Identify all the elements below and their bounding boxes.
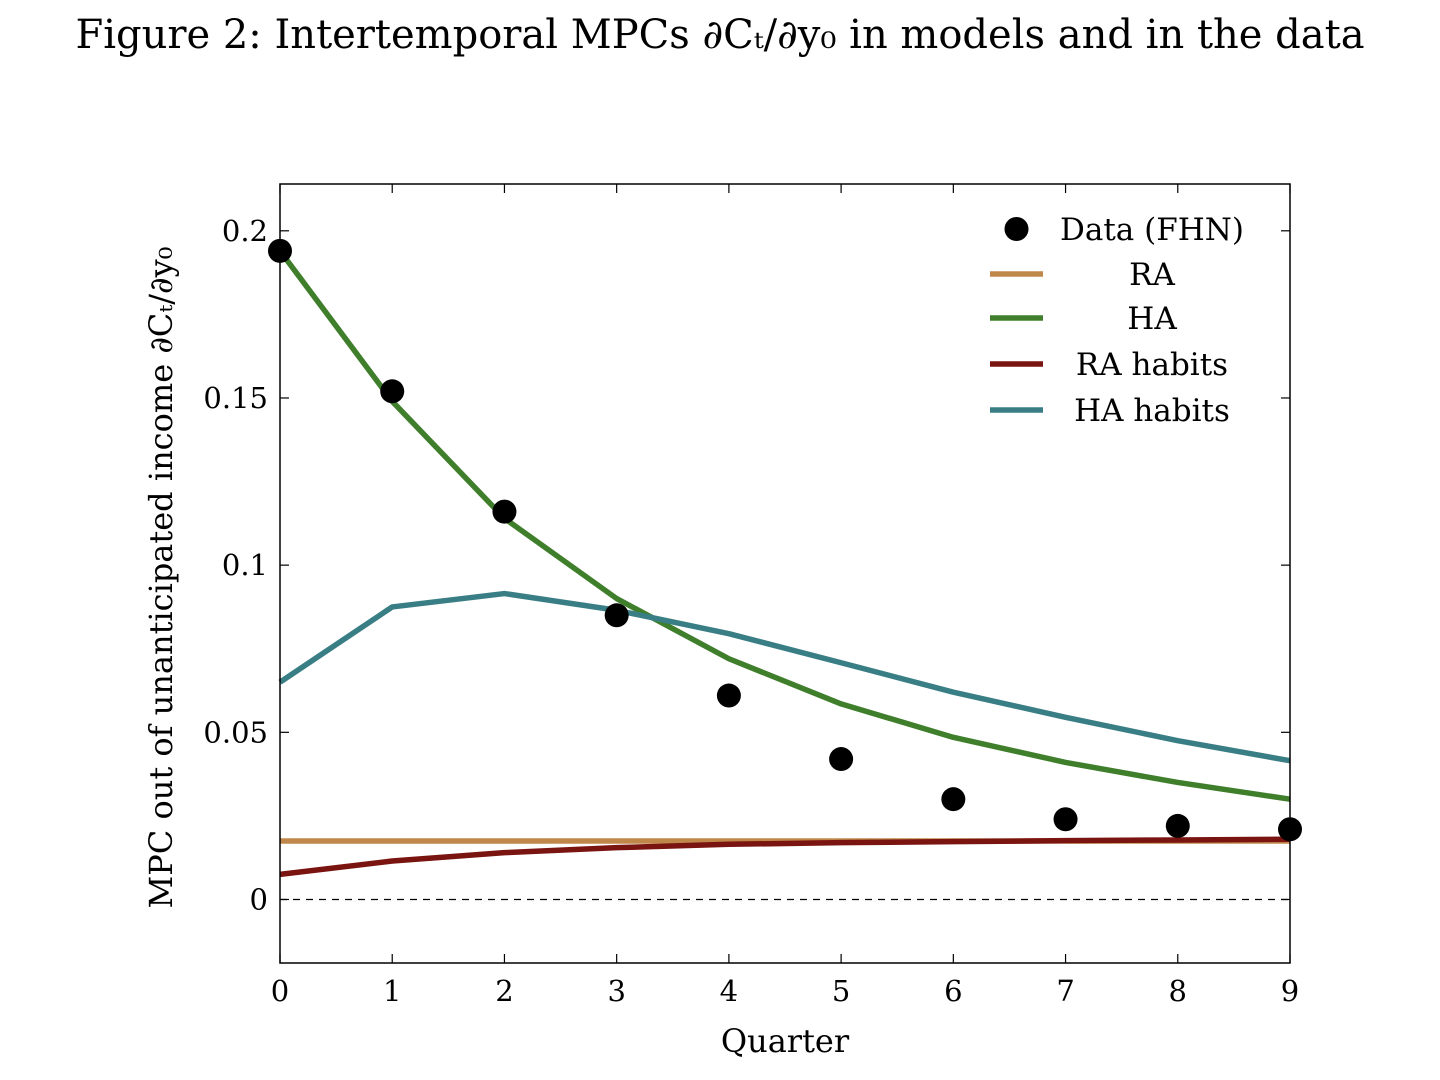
data-point-data-fhn xyxy=(829,747,854,772)
y-tick-label: 0.1 xyxy=(222,548,268,582)
legend-label-ra-habits: RA habits xyxy=(1076,347,1228,383)
data-point-data-fhn xyxy=(1053,807,1078,832)
legend-label-ra: RA xyxy=(1129,257,1175,293)
x-tick-label: 6 xyxy=(944,974,962,1008)
x-tick-label: 8 xyxy=(1169,974,1187,1008)
data-point-data-fhn xyxy=(941,787,966,812)
ticks-layer xyxy=(279,184,1291,963)
series-line-ra-habits xyxy=(279,836,1291,878)
legend-label-data-fhn: Data (FHN) xyxy=(1060,212,1244,248)
y-tick-label: 0 xyxy=(250,882,268,916)
y-tick-label: 0.15 xyxy=(203,381,268,415)
y-axis-title: MPC out of unanticipated income ∂Cₜ/∂y₀ xyxy=(142,247,180,909)
legend-label-ha-habits: HA habits xyxy=(1074,393,1230,429)
x-axis-title: Quarter xyxy=(721,1022,850,1060)
y-tick-labels: 0 0.05 0.1 0.15 0.2 xyxy=(203,214,268,917)
data-point-data-fhn xyxy=(716,683,741,708)
x-tick-label: 4 xyxy=(720,974,738,1008)
legend-marker-data-fhn xyxy=(1004,217,1029,241)
x-tick-label: 7 xyxy=(1056,974,1074,1008)
series-layer xyxy=(277,249,1291,878)
x-tick-label: 1 xyxy=(383,974,401,1008)
legend: Data (FHN) RA HA RA habits HA habits xyxy=(990,212,1244,429)
data-point-data-fhn xyxy=(380,379,405,404)
legend-label-ha: HA xyxy=(1127,301,1177,337)
series-line-ha-habits xyxy=(278,590,1291,764)
x-tick-label: 9 xyxy=(1281,974,1299,1008)
figure-title: Figure 2: Intertemporal MPCs ∂Cₜ/∂y₀ in … xyxy=(75,12,1365,58)
x-tick-label: 2 xyxy=(495,974,513,1008)
y-tick-label: 0.2 xyxy=(222,214,268,248)
data-point-data-fhn xyxy=(604,603,629,628)
plot-frame xyxy=(279,183,1291,964)
data-point-data-fhn xyxy=(1165,813,1190,838)
x-tick-label: 0 xyxy=(271,974,289,1008)
series-line-ha xyxy=(277,249,1291,802)
x-tick-label: 5 xyxy=(832,974,850,1008)
y-tick-label: 0.05 xyxy=(203,715,268,749)
x-tick-labels: 0 1 2 3 4 5 6 7 8 9 xyxy=(271,974,1299,1008)
x-tick-label: 3 xyxy=(607,974,625,1008)
data-point-data-fhn xyxy=(492,499,517,524)
